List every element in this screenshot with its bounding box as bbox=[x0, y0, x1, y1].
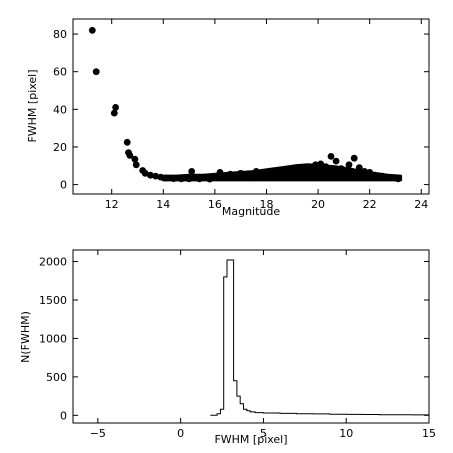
scatter-point bbox=[384, 173, 392, 181]
scatter-point bbox=[350, 154, 358, 162]
bottom-histogram-panel: −5 0 5 10 15 0 500 1000 1500 2000 FWHM [pixel] N… bbox=[19, 249, 436, 446]
scatter-point bbox=[123, 138, 131, 146]
scatter-point bbox=[216, 169, 224, 176]
top-x-tick-label: 14 bbox=[156, 198, 170, 211]
top-y-tick-label: 40 bbox=[53, 103, 67, 116]
scatter-point bbox=[371, 171, 379, 179]
top-x-tick-label: 20 bbox=[311, 198, 325, 211]
top-y-tick-label: 80 bbox=[53, 28, 67, 41]
scatter-point bbox=[170, 175, 178, 183]
scatter-point bbox=[110, 109, 118, 117]
scatter-point bbox=[322, 163, 330, 171]
scatter-point bbox=[252, 168, 260, 175]
bottom-y-tick-label: 1500 bbox=[39, 294, 67, 307]
top-x-axis-label: Magnitude bbox=[222, 205, 281, 218]
scatter-point bbox=[131, 155, 139, 163]
scatter-point bbox=[355, 164, 363, 172]
scatter-point bbox=[196, 175, 203, 183]
scatter-point bbox=[345, 161, 353, 169]
top-scatter-panel: 12 14 16 18 20 22 24 0 20 40 60 80 Magnitude FWHM … bbox=[26, 18, 430, 218]
top-plot-frame bbox=[72, 18, 430, 195]
bottom-y-tick-label: 2000 bbox=[39, 256, 67, 269]
scatter-point bbox=[227, 170, 234, 178]
bottom-y-ticks: 0 500 1000 1500 2000 bbox=[39, 256, 429, 422]
scatter-point bbox=[141, 169, 149, 177]
scatter-point bbox=[88, 26, 96, 34]
scatter-point bbox=[188, 168, 196, 175]
scatter-point bbox=[366, 169, 374, 176]
bottom-y-tick-label: 0 bbox=[60, 409, 67, 422]
scatter-point bbox=[162, 174, 170, 182]
scatter-points bbox=[88, 26, 402, 183]
scatter-point bbox=[306, 164, 314, 172]
scatter-point bbox=[157, 173, 165, 181]
scatter-point bbox=[268, 169, 275, 176]
scatter-point bbox=[247, 174, 255, 182]
scatter-point bbox=[112, 104, 119, 111]
scatter-point bbox=[132, 161, 140, 169]
scatter-point bbox=[332, 157, 340, 165]
bottom-x-tick-label: 10 bbox=[339, 427, 353, 440]
scatter-point bbox=[263, 173, 270, 181]
scatter-point bbox=[185, 175, 193, 183]
top-x-ticks: 12 14 16 18 20 22 24 bbox=[105, 19, 428, 211]
top-x-tick-label: 22 bbox=[363, 198, 377, 211]
scatter-point bbox=[276, 171, 283, 179]
bottom-y-tick-label: 1000 bbox=[39, 332, 67, 345]
scatter-point bbox=[177, 175, 185, 183]
top-x-tick-label: 16 bbox=[208, 198, 222, 211]
bottom-x-tick-label: 5 bbox=[260, 427, 267, 440]
scatter-point bbox=[327, 153, 335, 160]
scatter-point bbox=[152, 172, 160, 180]
scatter-point bbox=[379, 172, 386, 180]
scatter-point bbox=[126, 152, 134, 159]
bottom-y-axis-label: N(FWHM) bbox=[19, 311, 32, 363]
top-y-ticks: 0 20 40 60 80 bbox=[53, 28, 429, 192]
scatter-point bbox=[92, 68, 100, 76]
scatter-point bbox=[337, 165, 345, 173]
histogram-step-line bbox=[210, 259, 429, 416]
top-x-tick-label: 18 bbox=[259, 198, 273, 211]
bottom-x-tick-label: 0 bbox=[177, 427, 184, 440]
top-x-tick-label: 12 bbox=[105, 198, 119, 211]
top-y-axis-label: FWHM [pixel] bbox=[26, 69, 39, 142]
top-x-tick-label: 24 bbox=[414, 198, 428, 211]
bottom-y-tick-label: 500 bbox=[46, 371, 67, 384]
scatter-point bbox=[283, 169, 291, 176]
scatter-point bbox=[312, 161, 319, 169]
scatter-point bbox=[237, 169, 245, 177]
bottom-x-axis-label: FWHM [pixel] bbox=[214, 433, 287, 446]
scatter-point bbox=[394, 175, 402, 183]
bottom-x-tick-label: −5 bbox=[90, 427, 106, 440]
scatter-point bbox=[206, 175, 214, 183]
top-y-tick-label: 0 bbox=[60, 179, 67, 192]
scatter-point bbox=[299, 166, 306, 173]
scatter-point bbox=[361, 168, 368, 175]
bottom-plot-frame bbox=[72, 249, 430, 424]
bottom-x-ticks: −5 0 5 10 15 bbox=[90, 250, 436, 440]
scatter-point bbox=[147, 171, 154, 179]
scatter-point bbox=[291, 167, 299, 174]
top-y-tick-label: 20 bbox=[53, 141, 67, 154]
top-y-tick-label: 60 bbox=[53, 66, 67, 79]
scatter-point bbox=[317, 160, 325, 168]
bottom-x-tick-label: 15 bbox=[422, 427, 436, 440]
